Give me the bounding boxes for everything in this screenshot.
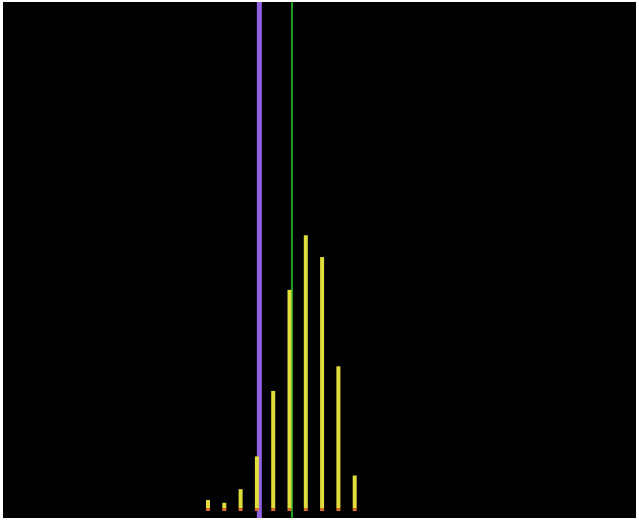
bar-base-1 [206,508,210,511]
chart-plot-area [3,2,636,518]
chart [206,2,357,518]
bar-base-3 [238,508,243,511]
bar-base-6 [287,508,292,511]
bar-base-7 [303,508,308,511]
bar-6 [287,289,292,509]
bar-8 [320,257,325,509]
bar-5 [271,390,276,509]
bar-7 [303,235,308,509]
bar-4 [254,456,259,509]
bar-base-5 [271,508,276,511]
bar-10 [352,475,357,509]
bar-base-8 [320,508,325,511]
bar-base-9 [336,508,341,511]
bar-9 [336,366,341,509]
bar-1 [206,500,210,509]
bar-base-10 [352,508,357,511]
bar-base-4 [254,508,259,511]
bar-2 [222,502,227,509]
bar-3 [238,489,243,509]
bar-base-2 [222,508,227,511]
